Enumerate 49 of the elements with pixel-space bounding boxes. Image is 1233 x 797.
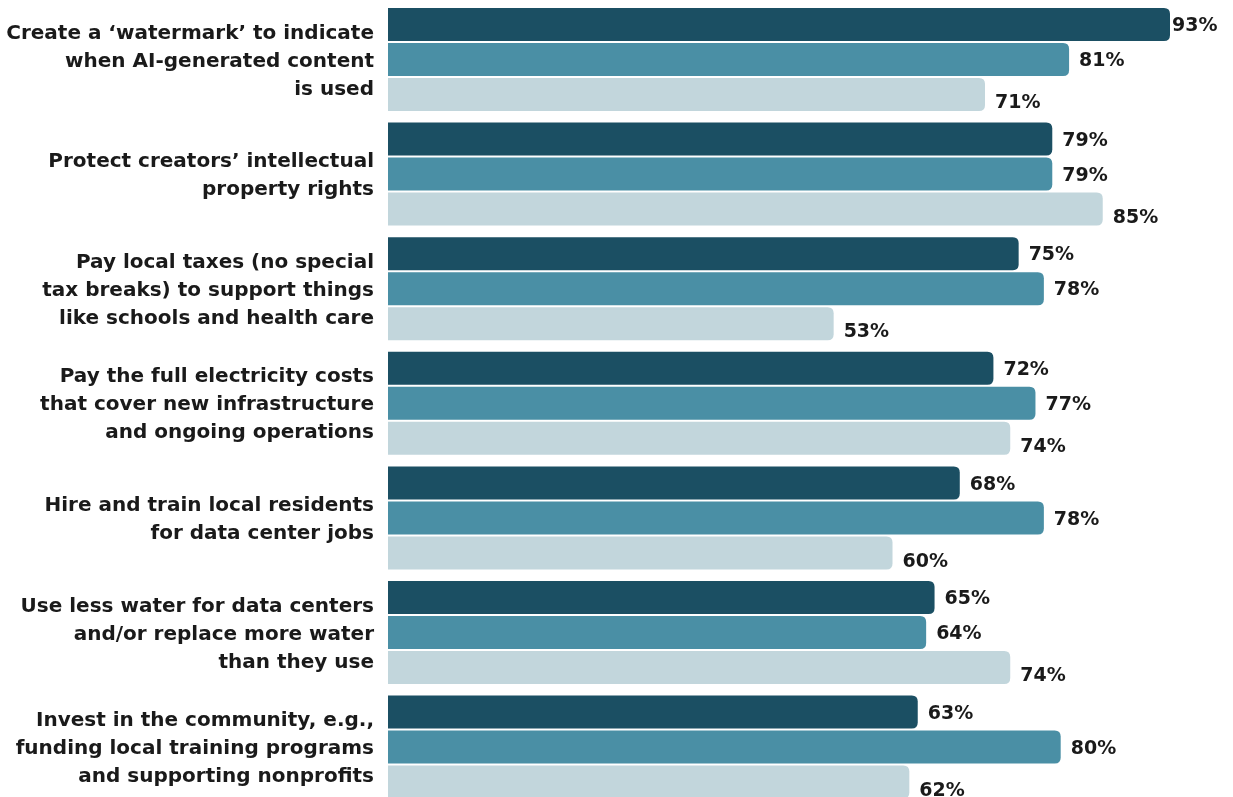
- data-label: 71%: [995, 90, 1041, 113]
- bar: [388, 237, 1019, 271]
- bar: [388, 651, 1011, 684]
- y-tick-label: Invest in the community, e.g., funding local training programs and supporting nonprofits: [15, 707, 374, 788]
- y-tick-label: Pay the full electricity costs that cover new infrastructure and ongoing operations: [40, 363, 374, 444]
- data-label: 81%: [1079, 48, 1125, 71]
- bar: [388, 272, 1044, 306]
- data-label: 60%: [902, 548, 948, 571]
- data-label: 62%: [919, 777, 965, 797]
- y-tick-label: Protect creators’ intellectual property rights: [48, 148, 374, 201]
- data-label: 72%: [1003, 356, 1049, 379]
- data-label: 85%: [1112, 204, 1159, 227]
- data-label: 65%: [944, 586, 991, 609]
- data-label: 80%: [1070, 735, 1117, 758]
- data-label: 78%: [1053, 506, 1100, 529]
- data-label: 79%: [1062, 127, 1108, 150]
- y-tick-label: Hire and train local residents for data center jobs: [44, 491, 374, 544]
- data-label: 77%: [1045, 391, 1091, 414]
- data-label: 93%: [1172, 13, 1218, 36]
- bar: [388, 307, 834, 341]
- data-label: 64%: [936, 621, 982, 644]
- y-tick-label: Pay local taxes (no special tax breaks) to support things like schools and health care: [42, 248, 374, 329]
- data-label: 74%: [1020, 663, 1066, 686]
- data-label: 79%: [1062, 162, 1108, 185]
- bar: [388, 730, 1061, 764]
- bar: [388, 536, 893, 570]
- bar: [388, 43, 1070, 76]
- bar: [388, 466, 960, 500]
- bar: [388, 386, 1036, 420]
- bar: [388, 616, 927, 649]
- bar: [388, 581, 935, 614]
- bar: [388, 78, 986, 111]
- bar: [388, 157, 1053, 191]
- bar: [388, 501, 1044, 535]
- bar: [388, 421, 1011, 455]
- data-label: 78%: [1053, 277, 1100, 300]
- data-label: 53%: [843, 319, 890, 342]
- bar: [388, 351, 994, 385]
- bar: [388, 122, 1053, 156]
- bar: [388, 192, 1103, 226]
- data-label: 63%: [927, 700, 974, 723]
- data-label: 68%: [969, 471, 1016, 494]
- bar: [388, 695, 918, 729]
- y-tick-label: Use less water for data centers and/or replace more water than they use: [20, 592, 375, 673]
- y-tick-label: Create a ‘watermark’ to indicate when AI-generated content is used: [6, 19, 375, 100]
- bar: [388, 8, 1170, 41]
- bar: [388, 765, 910, 797]
- data-label: 75%: [1028, 242, 1075, 265]
- data-label: 74%: [1020, 433, 1066, 456]
